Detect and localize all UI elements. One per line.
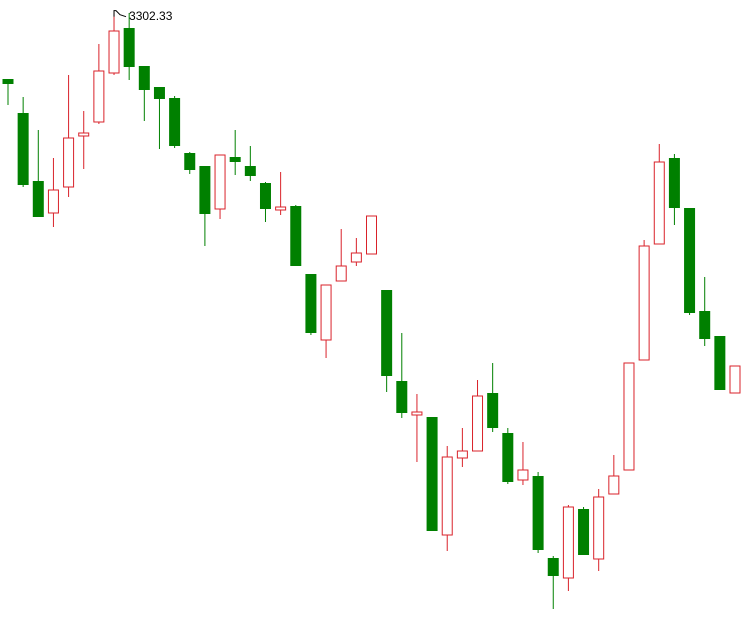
candle-body bbox=[547, 558, 559, 576]
candle-body bbox=[699, 311, 711, 339]
candle-body bbox=[47, 189, 59, 214]
candle-body bbox=[123, 28, 135, 67]
candle-body bbox=[153, 87, 165, 99]
candle-body bbox=[456, 450, 468, 459]
candle-body bbox=[108, 30, 120, 74]
candle-body bbox=[517, 469, 529, 481]
candle-body bbox=[684, 208, 696, 313]
candle-body bbox=[169, 98, 181, 146]
candle-body bbox=[472, 395, 484, 452]
candle-body bbox=[396, 381, 408, 413]
candle-body bbox=[502, 433, 514, 482]
candle-body bbox=[320, 284, 332, 341]
annotation-pointer bbox=[113, 10, 127, 18]
candle-body bbox=[138, 66, 150, 90]
candle-body bbox=[608, 475, 620, 495]
candle-body bbox=[290, 206, 302, 266]
candle-body bbox=[426, 417, 438, 531]
candle-body bbox=[32, 181, 44, 217]
candle-body bbox=[63, 137, 75, 188]
candle-body bbox=[623, 362, 635, 471]
candle-body bbox=[729, 365, 741, 394]
candle-body bbox=[366, 215, 377, 255]
candle-body bbox=[487, 393, 499, 428]
candle-body bbox=[668, 158, 680, 208]
candle-body bbox=[93, 70, 105, 123]
candle-body bbox=[653, 161, 665, 245]
candle-body bbox=[244, 166, 256, 176]
candle-body bbox=[2, 79, 14, 84]
candle-body bbox=[578, 509, 590, 555]
annotation-label: 3302.33 bbox=[129, 9, 173, 23]
candle-body bbox=[638, 245, 650, 361]
candle-body bbox=[184, 153, 196, 170]
candle-body bbox=[275, 206, 287, 211]
candle-body bbox=[441, 456, 453, 536]
candle-body bbox=[259, 183, 271, 209]
candle-body bbox=[532, 476, 544, 550]
candle-body bbox=[229, 157, 241, 162]
candle-body bbox=[593, 496, 605, 560]
candle-body bbox=[381, 290, 393, 376]
candle-body bbox=[214, 154, 226, 210]
candle-body bbox=[199, 166, 211, 214]
candle-body bbox=[411, 411, 423, 416]
candle-body bbox=[714, 336, 726, 390]
candle-body bbox=[350, 252, 362, 263]
candle-body bbox=[305, 274, 317, 333]
candle-body bbox=[335, 265, 347, 282]
candle-body bbox=[78, 132, 90, 137]
candle-body bbox=[17, 113, 29, 185]
candle-body bbox=[562, 506, 574, 579]
